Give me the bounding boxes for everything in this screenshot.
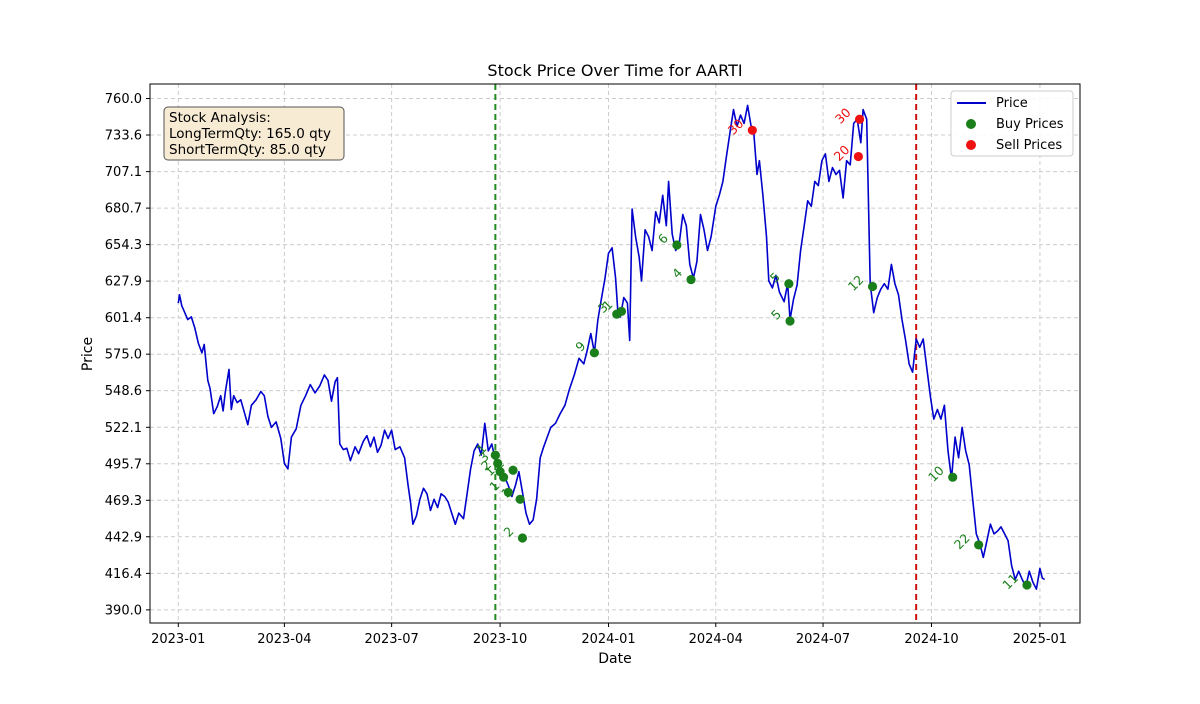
legend-price-label: Price	[996, 96, 1028, 111]
legend-sell-label: Sell Prices	[996, 138, 1062, 153]
x-tick-label: 2024-04	[689, 632, 743, 647]
plot-frame	[149, 83, 1081, 624]
y-tick-label: 442.9	[105, 530, 142, 545]
sell-point	[853, 151, 864, 162]
buy-point	[948, 472, 958, 482]
y-tick-label: 575.0	[105, 348, 142, 363]
x-tick-label: 2024-10	[904, 632, 958, 647]
buy-point	[672, 240, 682, 250]
buy-point	[490, 450, 500, 460]
legend-sell-swatch	[966, 140, 976, 150]
buy-point	[867, 281, 878, 292]
y-tick-label: 707.1	[105, 165, 142, 180]
buy-point	[589, 348, 599, 358]
buy-point	[784, 279, 794, 289]
sell-point	[854, 114, 865, 124]
x-axis-label: Date	[598, 651, 631, 667]
analysis-long-term-qty: LongTermQty: 165.0 qty	[169, 126, 331, 142]
legend: Price Buy Prices Sell Prices	[950, 90, 1074, 157]
y-tick-label: 548.6	[105, 384, 142, 399]
y-tick-label: 390.0	[105, 603, 142, 618]
buy-point	[974, 540, 984, 550]
y-tick-label: 416.4	[105, 567, 142, 582]
y-tick-label: 469.3	[105, 494, 142, 509]
x-tick-label: 2023-10	[473, 632, 527, 647]
analysis-box-heading: Stock Analysis:	[169, 110, 271, 126]
buy-point	[616, 306, 627, 316]
buy-point	[508, 465, 518, 475]
buy-point	[499, 472, 509, 482]
x-tick-label: 2023-04	[257, 632, 311, 647]
x-axis-ticks: 2023-01 2023-04 2023-07 2023-10 2024-01 2024-…	[151, 623, 1067, 647]
y-axis-ticks: 390.0 416.4 442.9 469.3 495.7 522.1 548.6 575.0…	[105, 92, 150, 618]
buy-point	[686, 274, 696, 285]
analysis-box: Stock Analysis: LongTermQty: 165.0 qty S…	[163, 106, 345, 161]
y-tick-label: 627.9	[105, 275, 142, 290]
y-tick-label: 601.4	[105, 311, 142, 326]
y-tick-label: 760.0	[105, 92, 142, 107]
x-tick-label: 2025-01	[1013, 632, 1067, 647]
legend-frame	[950, 90, 1074, 157]
y-tick-label: 495.7	[105, 457, 142, 472]
analysis-box-background	[163, 106, 345, 161]
buy-point	[493, 458, 503, 468]
y-tick-label: 733.6	[105, 128, 142, 143]
buy-point	[515, 494, 525, 504]
y-tick-label: 522.1	[105, 421, 142, 436]
buy-point	[517, 533, 528, 543]
legend-buy-label: Buy Prices	[996, 117, 1064, 132]
trade-points	[490, 114, 1032, 590]
chart-title: Stock Price Over Time for AARTI	[487, 61, 742, 80]
y-tick-label: 680.7	[105, 202, 142, 217]
sell-point	[747, 125, 757, 135]
buy-point	[1022, 580, 1032, 590]
legend-buy-swatch	[966, 119, 976, 129]
grid-lines	[150, 84, 1080, 623]
y-axis-label: Price	[80, 337, 96, 371]
x-tick-label: 2024-07	[796, 632, 850, 647]
buy-point	[785, 316, 795, 326]
analysis-short-term-qty: ShortTermQty: 85.0 qty	[169, 142, 326, 158]
x-tick-label: 2023-07	[364, 632, 418, 647]
buy-point	[503, 487, 513, 497]
x-tick-label: 2023-01	[151, 632, 205, 647]
x-tick-label: 2024-01	[581, 632, 635, 647]
y-tick-label: 654.3	[105, 238, 142, 253]
